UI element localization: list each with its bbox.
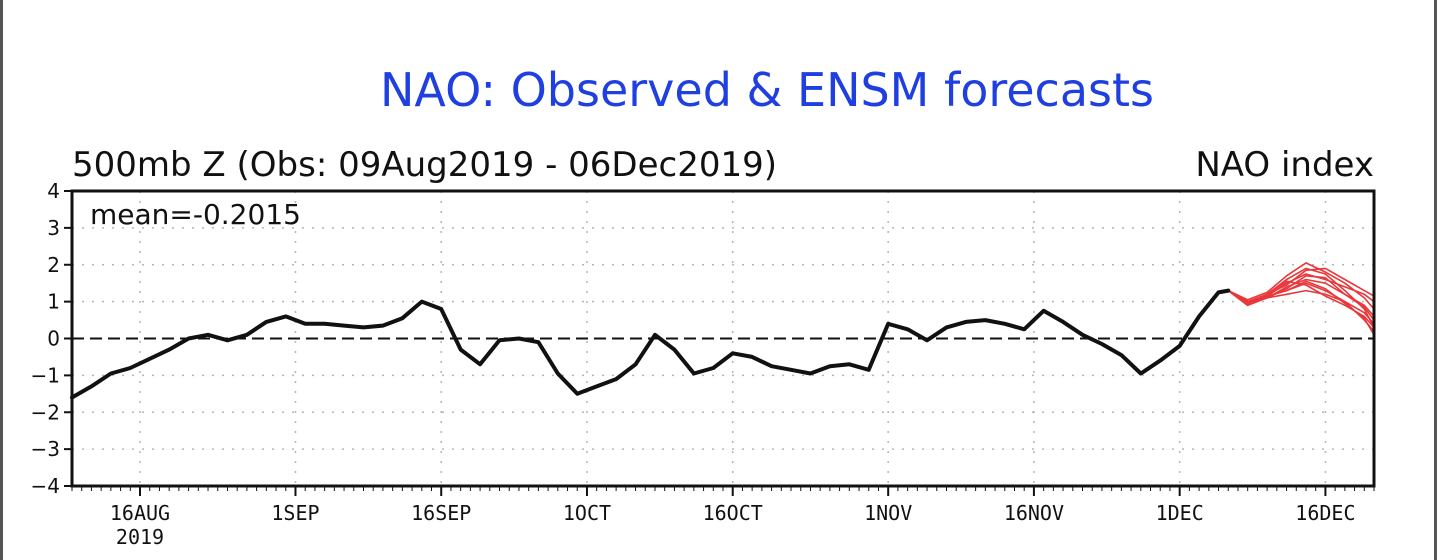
x-tick-year: 2019 xyxy=(116,525,164,549)
y-tick-label: −4 xyxy=(31,474,60,498)
x-tick-label: 1NOV xyxy=(864,501,912,525)
observed-nao-line xyxy=(70,288,1231,400)
forecast-member-line xyxy=(1227,278,1375,317)
x-tick-label: 16NOV xyxy=(1004,501,1064,525)
x-tick-label: 16SEP xyxy=(411,501,471,525)
y-tick-label: 1 xyxy=(47,290,60,314)
y-axis: 4 3 2 1 0 −1 −2 −3 −4 xyxy=(31,179,72,498)
image-border-left xyxy=(0,0,3,560)
x-tick-label: 16OCT xyxy=(703,501,763,525)
forecast-member-line xyxy=(1227,280,1375,336)
y-tick-label: −2 xyxy=(31,400,60,424)
x-tick-label: 16AUG xyxy=(110,501,170,525)
chart-subtitle: 500mb Z (Obs: 09Aug2019 - 06Dec2019) xyxy=(72,145,777,185)
x-tick-label: 1SEP xyxy=(271,501,319,525)
x-tick-label: 16DEC xyxy=(1295,501,1355,525)
y-tick-label: 2 xyxy=(47,253,60,277)
y-tick-label: −1 xyxy=(31,363,60,387)
y-tick-label: 4 xyxy=(47,179,60,203)
mean-annotation: mean=-0.2015 xyxy=(90,198,301,231)
grid-lines xyxy=(72,191,1374,486)
series-layer xyxy=(70,262,1375,400)
plot-frame xyxy=(70,189,1376,488)
chart-title: NAO: Observed & ENSM forecasts xyxy=(380,63,1154,117)
x-tick-label: 1DEC xyxy=(1156,501,1204,525)
forecast-member-line xyxy=(1227,262,1375,310)
y-tick-label: −3 xyxy=(31,437,60,461)
y-tick-label: 0 xyxy=(47,327,60,351)
image-border-right xyxy=(1434,0,1437,560)
forecast-member-line xyxy=(1227,289,1375,325)
y-tick-label: 3 xyxy=(47,216,60,240)
x-tick-label: 1OCT xyxy=(563,501,611,525)
index-label: NAO index xyxy=(1195,145,1374,185)
